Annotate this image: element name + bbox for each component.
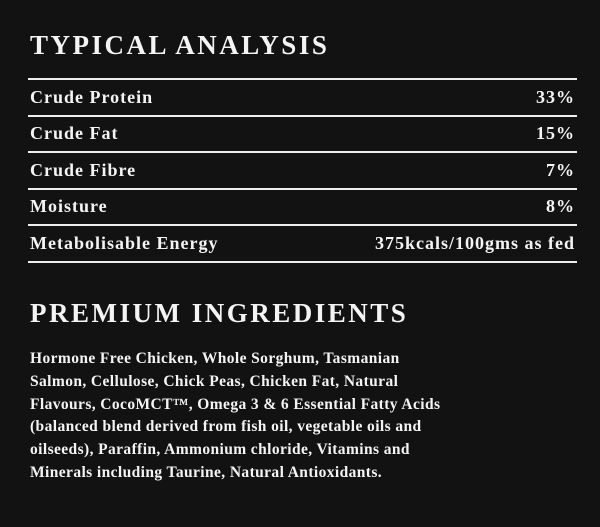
ingredients-line: (balanced blend derived from fish oil, v… — [30, 418, 422, 436]
analysis-title: TYPICAL ANALYSIS — [30, 30, 330, 60]
ingredients-title: PREMIUM INGREDIENTS — [30, 298, 409, 328]
nutrient-value: 8% — [546, 196, 575, 217]
analysis-table: Crude Protein 33% Crude Fat 15% Crude Fibre 7… — [28, 78, 577, 263]
ingredients-line: Flavours, CocoMCT™, Omega 3 & 6 Essentia… — [30, 395, 441, 413]
analysis-row: Moisture 8% — [28, 190, 577, 226]
ingredients-line: Hormone Free Chicken, Whole Sorghum, Tas… — [30, 350, 400, 367]
ingredients-line: oilseeds), Paraffin, Ammonium chloride, … — [30, 441, 410, 459]
nutrient-name: Crude Fat — [30, 123, 119, 144]
nutrient-name: Metabolisable Energy — [30, 232, 219, 253]
analysis-row: Crude Fibre 7% — [28, 153, 577, 190]
nutrient-value: 15% — [536, 123, 575, 144]
nutrient-name: Crude Fibre — [30, 159, 137, 180]
nutrient-name: Moisture — [30, 196, 108, 217]
analysis-row: Crude Fat 15% — [28, 117, 577, 153]
nutrient-name: Crude Protein — [30, 86, 154, 107]
ingredients-line: Minerals including Taurine, Natural Anti… — [30, 463, 383, 481]
analysis-row: Metabolisable Energy 375kcals/100gms as f… — [28, 226, 577, 263]
nutrient-value: 7% — [546, 159, 575, 180]
nutrient-value: 375kcals/100gms as fed — [374, 232, 575, 253]
nutrient-value: 33% — [536, 86, 575, 107]
ingredients-line: Salmon, Cellulose, Chick Peas, Chicken F… — [30, 372, 399, 390]
ingredients-text: Hormone Free Chicken, Whole Sorghum, Tas… — [30, 348, 440, 485]
analysis-row: Crude Protein 33% — [28, 80, 577, 117]
